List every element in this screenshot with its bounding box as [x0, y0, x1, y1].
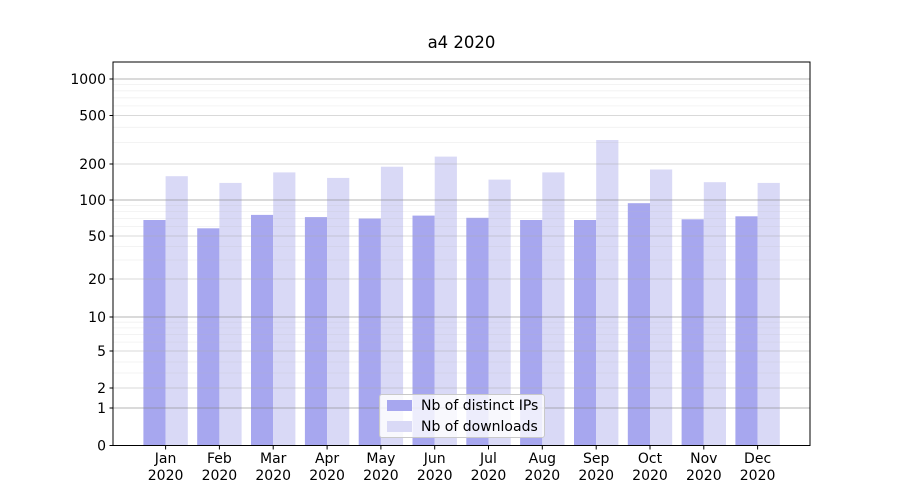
y-tick-label-2: 2 [97, 381, 106, 397]
x-tick-label-nov: Nov [690, 451, 717, 467]
bar-distinct-ips-oct [627, 203, 650, 446]
x-tick-label-feb: Feb [207, 451, 232, 467]
x-tick-label-year-nov: 2020 [686, 468, 722, 484]
legend-item-downloads: Nb of downloads [387, 418, 544, 435]
bar-downloads-aug [542, 172, 565, 446]
bar-downloads-nov [703, 182, 726, 446]
y-tick-label-10: 10 [88, 310, 106, 326]
legend-swatch-distinct-ips-icon [387, 400, 412, 411]
y-tick-label-1000: 1000 [70, 72, 106, 88]
legend-label-distinct-ips: Nb of distinct IPs [421, 397, 539, 414]
y-tick-label-500: 500 [79, 108, 106, 124]
x-tick-label-year-may: 2020 [363, 468, 399, 484]
x-tick-label-year-sep: 2020 [578, 468, 614, 484]
bar-downloads-may [380, 166, 404, 446]
bar-downloads-mar [273, 172, 296, 446]
bar-distinct-ips-apr [304, 217, 328, 446]
bar-distinct-ips-aug [520, 220, 543, 446]
legend: Nb of distinct IPs Nb of downloads [379, 394, 545, 438]
bar-downloads-jun [434, 156, 457, 446]
bar-downloads-jul [488, 179, 511, 446]
y-tick-label-200: 200 [79, 157, 106, 173]
bar-distinct-ips-may [358, 218, 381, 446]
x-tick-label-year-oct: 2020 [632, 468, 668, 484]
bar-downloads-dec [757, 182, 780, 446]
bar-downloads-feb [219, 182, 242, 446]
bar-distinct-ips-feb [197, 228, 220, 446]
bar-downloads-apr [327, 177, 350, 446]
x-tick-label-year-aug: 2020 [524, 468, 560, 484]
x-tick-label-mar: Mar [260, 451, 287, 467]
bar-downloads-sep [596, 140, 619, 446]
plot-border [112, 61, 811, 446]
x-tick-label-year-dec: 2020 [740, 468, 776, 484]
chart-title: a4 2020 [427, 33, 496, 52]
y-tick-label-1: 1 [97, 401, 106, 417]
legend-item-distinct-ips: Nb of distinct IPs [387, 397, 544, 414]
x-tick-label-apr: Apr [315, 451, 339, 467]
x-tick-label-year-jun: 2020 [417, 468, 453, 484]
x-tick-label-year-apr: 2020 [309, 468, 345, 484]
legend-swatch-downloads-icon [387, 421, 412, 432]
x-tick-label-year-mar: 2020 [255, 468, 291, 484]
x-tick-label-jul: Jul [479, 451, 497, 467]
x-tick-label-year-jul: 2020 [471, 468, 507, 484]
x-tick-label-dec: Dec [744, 451, 771, 467]
y-tick-label-100: 100 [79, 193, 106, 209]
x-tick-label-oct: Oct [638, 451, 663, 467]
x-tick-label-jun: Jun [423, 451, 446, 467]
x-tick-label-year-feb: 2020 [202, 468, 238, 484]
y-tick-label-0: 0 [97, 438, 106, 454]
bar-downloads-oct [650, 169, 673, 446]
x-tick-label-sep: Sep [583, 451, 610, 467]
x-tick-label-aug: Aug [529, 451, 556, 467]
x-tick-label-may: May [366, 451, 395, 467]
bar-distinct-ips-dec [735, 216, 758, 446]
bar-distinct-ips-nov [681, 219, 704, 446]
bar-distinct-ips-jun [412, 215, 435, 446]
bar-distinct-ips-mar [251, 214, 274, 446]
bar-downloads-jan [165, 176, 188, 446]
bar-distinct-ips-jul [466, 217, 489, 446]
legend-label-downloads: Nb of downloads [421, 418, 538, 435]
bar-distinct-ips-jan [143, 220, 166, 446]
y-tick-label-5: 5 [97, 344, 106, 360]
y-tick-label-20: 20 [88, 272, 106, 288]
bar-distinct-ips-sep [574, 220, 597, 446]
x-tick-label-year-jan: 2020 [148, 468, 184, 484]
y-tick-label-50: 50 [88, 229, 106, 245]
x-tick-label-jan: Jan [154, 451, 177, 467]
